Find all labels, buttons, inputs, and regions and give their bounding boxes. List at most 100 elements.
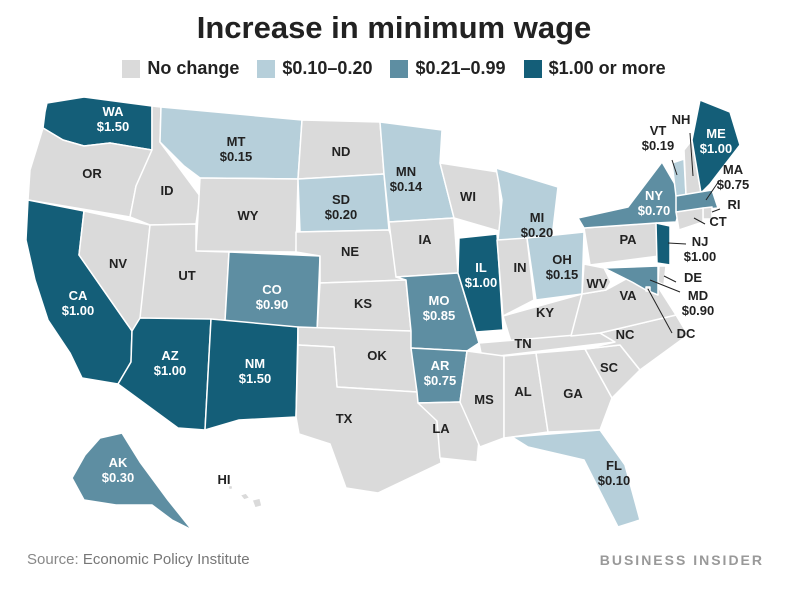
state-label-hi: HI [218,472,231,487]
state-label-ky: KY [536,305,554,320]
state-label-mt: MT $0.15 [220,134,253,164]
legend-label: $1.00 or more [548,58,666,78]
state-label-ct: CT [709,214,726,229]
state-label-ia: IA [419,232,433,247]
state-label-sc: SC [600,360,619,375]
state-abbr: IL [475,260,487,275]
state-label-ny: NY $0.70 [638,188,671,218]
state-label-tn: TN [514,336,531,351]
state-label-wv: WV [587,276,608,291]
state-label-fl: FL $0.10 [598,458,631,488]
state-abbr: AR [431,358,450,373]
state-abbr: ND [332,144,351,159]
legend-swatch [257,59,276,78]
state-abbr: IA [419,232,433,247]
state-label-pa: PA [619,232,637,247]
state-ia [388,217,459,278]
state-value: $0.20 [521,225,554,240]
state-value: $0.70 [638,203,671,218]
state-abbr: VA [619,288,637,303]
state-abbr: CT [709,214,726,229]
state-abbr: OR [82,166,102,181]
state-label-co: CO $0.90 [256,282,289,312]
state-label-nm: NM $1.50 [239,356,272,386]
state-abbr: MT [227,134,246,149]
state-md [603,265,659,296]
state-abbr: IN [514,260,527,275]
state-abbr: MA [723,162,744,177]
state-abbr: AL [514,384,531,399]
leader-line-vt [671,159,678,176]
state-label-nd: ND [332,144,351,159]
state-hi-island [227,484,234,491]
state-abbr: TN [514,336,531,351]
state-label-ga: GA [563,386,583,401]
legend-item-no-change: No change [122,58,239,79]
state-il [457,233,504,333]
state-value: $0.85 [423,308,456,323]
state-label-ms: MS [474,392,494,407]
state-label-id: ID [161,183,174,198]
state-abbr: SC [600,360,619,375]
state-value: $0.15 [220,149,253,164]
state-value: $0.14 [390,179,423,194]
legend-item-tier-3: $1.00 or more [523,58,666,79]
state-abbr: ME [706,126,726,141]
legend-swatch [523,59,542,78]
state-value: $0.10 [598,473,631,488]
legend-swatch [390,59,409,78]
state-value: $0.20 [325,207,358,222]
state-value: $1.00 [700,141,733,156]
state-label-ma: MA $0.75 [717,162,750,192]
state-abbr: NH [672,112,691,127]
state-abbr: SD [332,192,350,207]
state-de [657,265,667,286]
state-ny [577,161,684,229]
legend-swatch [122,59,141,78]
state-abbr: MI [530,210,544,225]
legend-item-tier-2: $0.21–0.99 [390,58,506,79]
state-abbr: CA [69,288,88,303]
leader-line-ri [711,208,721,213]
state-label-ks: KS [354,296,372,311]
state-value: $1.00 [684,249,717,264]
source-note: Source: Economic Policy Institute [27,551,250,568]
leader-line-nh [689,132,694,177]
state-abbr: OH [552,252,572,267]
state-abbr: NE [341,244,359,259]
state-label-nj: NJ $1.00 [684,234,717,264]
state-label-ak: AK $0.30 [102,455,135,485]
state-label-il: IL $1.00 [465,260,498,290]
state-abbr: AK [109,455,128,470]
leader-line-md [649,279,681,293]
state-label-in: IN [514,260,527,275]
state-abbr: MS [474,392,494,407]
state-al [503,352,549,439]
source-label: Source: [27,551,79,568]
state-label-wa: WA $1.50 [97,104,130,134]
state-label-dc: DC [677,326,696,341]
state-fl [511,429,641,528]
state-abbr: MD [688,288,708,303]
state-label-az: AZ $1.00 [154,348,187,378]
state-label-or: OR [82,166,102,181]
state-label-la: LA [432,421,450,436]
state-value: $0.90 [682,303,715,318]
state-label-mi: MI $0.20 [521,210,554,240]
state-abbr: NM [245,356,265,371]
state-label-nv: NV [109,256,127,271]
state-label-va: VA [619,288,637,303]
state-label-ar: AR $0.75 [424,358,457,388]
state-label-ne: NE [341,244,359,259]
state-abbr: NV [109,256,127,271]
state-label-nh: NH [672,112,691,127]
state-label-ut: UT [178,268,195,283]
state-abbr: TX [336,411,353,426]
state-abbr: DE [684,270,702,285]
state-label-sd: SD $0.20 [325,192,358,222]
legend: No change $0.10–0.20 $0.21–0.99 $1.00 or… [0,58,788,79]
state-ma [675,189,719,213]
state-abbr: OK [367,348,387,363]
leader-line-nj [667,242,687,245]
